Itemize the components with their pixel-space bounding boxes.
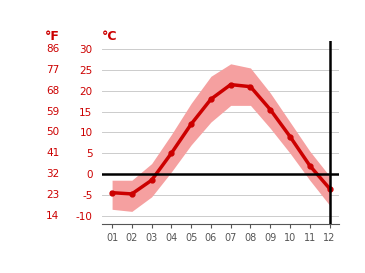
- Text: 68: 68: [46, 86, 59, 96]
- Text: 77: 77: [46, 65, 59, 75]
- Text: 59: 59: [46, 107, 59, 117]
- Text: 32: 32: [46, 169, 59, 179]
- Text: 86: 86: [46, 44, 59, 54]
- Text: 23: 23: [46, 190, 59, 200]
- Text: °C: °C: [102, 30, 118, 43]
- Text: 50: 50: [46, 127, 59, 137]
- Text: 41: 41: [46, 148, 59, 158]
- Text: 14: 14: [46, 210, 59, 221]
- Text: °F: °F: [45, 30, 59, 43]
